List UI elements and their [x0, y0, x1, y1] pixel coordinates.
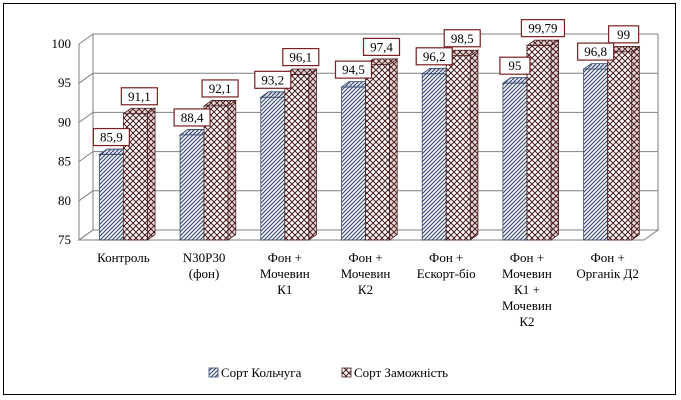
bar-chart: 85,9 91,1 88,4 92,1 93,2 96,1 94,5 97,4 96,2 98,5…	[52, 19, 660, 380]
legend-label: Сорт Кольчуга	[221, 365, 302, 380]
data-label: 97,4	[370, 39, 393, 54]
data-label-box	[443, 29, 481, 48]
data-label: 92,1	[209, 81, 232, 96]
bar-side	[550, 39, 560, 241]
x-tick-label: N30P30 (фон)	[183, 250, 226, 281]
bar	[98, 154, 124, 241]
bar	[502, 82, 528, 241]
y-tick-label: 85	[58, 154, 71, 169]
gridline-side	[78, 72, 94, 84]
x-tick-label-line: Мочевин	[502, 266, 552, 281]
y-tick-label: 90	[58, 114, 71, 129]
data-label-box	[334, 60, 373, 79]
x-tick-label-line: Мочевин	[260, 266, 310, 281]
bar	[365, 63, 390, 241]
data-label-box	[282, 47, 320, 67]
x-tick-label-line: Органік Д2	[576, 266, 639, 281]
data-label: 96,2	[423, 49, 446, 64]
x-tick-label-line: Мочевин	[341, 266, 391, 281]
bar	[284, 74, 310, 241]
x-tick-label-line: К1	[277, 282, 292, 297]
data-label-box	[92, 127, 130, 147]
y-tick-label: 75	[58, 232, 71, 247]
x-tick-label-line: Фон +	[268, 250, 302, 265]
gridline-side	[78, 111, 94, 123]
gridline-side	[78, 33, 94, 45]
x-tick-label-line: Контроль	[97, 250, 150, 265]
data-label-box	[120, 87, 158, 106]
data-label: 85,9	[100, 130, 123, 145]
x-tick-label: Контроль	[97, 250, 150, 265]
legend-swatch	[208, 367, 219, 378]
legend-swatch	[341, 367, 352, 378]
bar	[607, 51, 633, 241]
gridline-side	[78, 190, 94, 202]
bar-side	[146, 107, 156, 241]
data-label: 91,1	[128, 89, 151, 104]
bar	[203, 105, 229, 241]
x-tick-label: Фон + Ескорт-біо	[417, 250, 476, 281]
x-tick-label-line: N30P30	[183, 250, 226, 265]
bar-side	[227, 99, 237, 241]
data-label-box	[362, 37, 401, 56]
data-label: 99	[617, 27, 630, 42]
bar-side	[631, 45, 640, 241]
bar	[260, 96, 286, 241]
data-label: 96,8	[584, 44, 607, 59]
data-label-box	[608, 25, 640, 44]
bar	[583, 68, 609, 241]
y-tick-label: 80	[58, 193, 71, 208]
bar	[341, 86, 366, 241]
data-label: 95	[508, 58, 521, 73]
x-tick-label-line: Фон +	[429, 250, 463, 265]
data-label: 99,79	[528, 21, 557, 36]
x-tick-label: Фон + Мочевин К1	[260, 250, 310, 297]
bar-side	[389, 58, 398, 241]
data-label-box	[499, 56, 531, 75]
data-label-box	[577, 42, 615, 61]
data-label-box	[201, 79, 239, 98]
x-tick-label-line: Фон +	[510, 250, 544, 265]
x-tick-label-line: Мочевин	[502, 298, 552, 313]
bar	[179, 134, 205, 241]
legend: Сорт Кольчуга Сорт Заможність	[208, 365, 448, 380]
x-tick-label-line: Ескорт-біо	[417, 266, 476, 281]
bar	[421, 73, 447, 241]
chart-frame: 85,9 91,1 88,4 92,1 93,2 96,1 94,5 97,4 96,2 98,5…	[3, 3, 676, 395]
bar-side	[308, 68, 317, 241]
labels-layer: 85,9 91,1 88,4 92,1 93,2 96,1 94,5 97,4 96,2 98,5…	[92, 19, 640, 147]
x-tick-label-line: Фон +	[348, 250, 382, 265]
data-label-box	[254, 70, 292, 89]
data-label-box	[415, 47, 453, 66]
x-tick-label-line: (фон)	[189, 266, 220, 281]
x-tick-label: Фон + Органік Д2	[576, 250, 639, 281]
data-label: 98,5	[451, 31, 474, 46]
y-tick-label: 100	[52, 36, 72, 51]
data-label-box	[520, 19, 566, 38]
data-label: 93,2	[261, 72, 284, 87]
data-label: 96,1	[289, 50, 312, 65]
bar-side	[469, 49, 479, 241]
data-label: 94,5	[342, 62, 365, 77]
data-label: 88,4	[181, 110, 204, 125]
bar	[526, 45, 552, 241]
x-tick-label-line: К2	[519, 314, 534, 329]
x-tick-label-line: К1 +	[514, 282, 540, 297]
bars-layer	[98, 39, 641, 241]
x-tick-label: Фон + Мочевин К2	[341, 250, 391, 297]
x-tick-label-line: К2	[358, 282, 373, 297]
x-tick-label: Фон + Мочевин К1 + Мочевин К2	[502, 250, 552, 329]
x-tick-label-line: Фон +	[590, 250, 624, 265]
bar	[445, 55, 471, 241]
y-tick-label: 95	[58, 75, 71, 90]
data-label-box	[173, 108, 211, 127]
gridline-side	[78, 151, 94, 163]
legend-label: Сорт Заможність	[354, 365, 448, 380]
